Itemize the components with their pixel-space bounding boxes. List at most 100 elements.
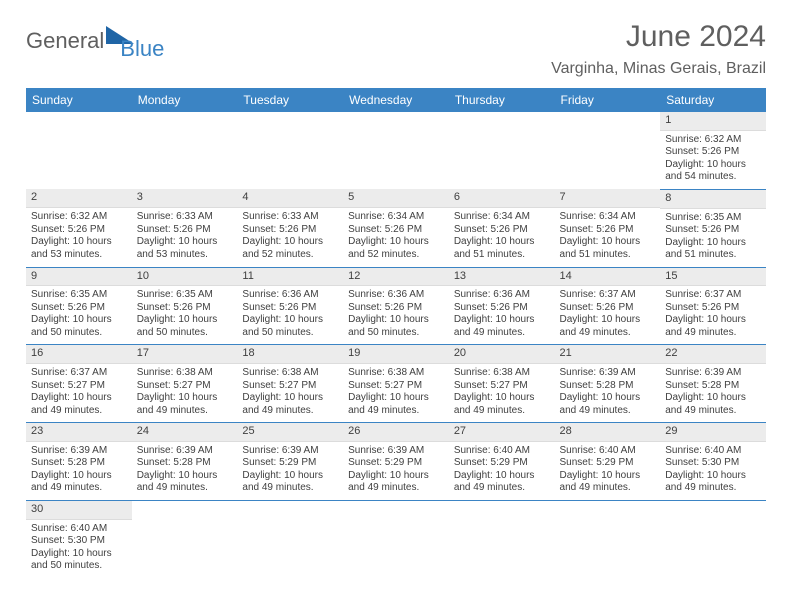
day-details: Sunrise: 6:40 AMSunset: 5:30 PMDaylight:… [660, 442, 766, 500]
calendar-day-cell: 5Sunrise: 6:34 AMSunset: 5:26 PMDaylight… [343, 189, 449, 267]
daylight-line: Daylight: 10 hours and 50 minutes. [137, 314, 233, 339]
calendar-day-cell: 20Sunrise: 6:38 AMSunset: 5:27 PMDayligh… [449, 345, 555, 423]
day-number: 24 [132, 423, 238, 442]
daylight-line: Daylight: 10 hours and 49 minutes. [137, 470, 233, 495]
day-number: 15 [660, 268, 766, 287]
day-number: 29 [660, 423, 766, 442]
daylight-line: Daylight: 10 hours and 50 minutes. [348, 314, 444, 339]
calendar-day-cell: 19 Sunrise: 6:38 AMSunset: 5:27 PMDayligh… [343, 345, 449, 423]
calendar-day-cell [132, 112, 238, 189]
day-details: Sunrise: 6:40 AMSunset: 5:30 PMDaylight:… [26, 520, 132, 578]
sunset-line: Sunset: 5:26 PM [348, 224, 444, 237]
day-number: 2 [26, 189, 132, 208]
sunset-line: Sunset: 5:26 PM [454, 302, 550, 315]
sunset-line: Sunset: 5:27 PM [242, 380, 338, 393]
day-number: 12 [343, 268, 449, 287]
sunrise-line: Sunrise: 6:40 AM [31, 523, 127, 536]
day-details: Sunrise: 6:37 AMSunset: 5:27 PMDaylight:… [26, 364, 132, 422]
calendar-week-row: 16Sunrise: 6:37 AMSunset: 5:27 PMDayligh… [26, 345, 766, 423]
sunrise-line: Sunrise: 6:38 AM [137, 367, 233, 380]
calendar-day-cell: 24Sunrise: 6:39 AMSunset: 5:28 PMDayligh… [132, 423, 238, 501]
day-details: Sunrise: 6:37 AMSunset: 5:26 PMDaylight:… [660, 286, 766, 344]
sunrise-line: Sunrise: 6:37 AM [31, 367, 127, 380]
sunrise-line: Sunrise: 6:38 AM [348, 367, 444, 380]
calendar-day-cell: 14Sunrise: 6:37 AMSunset: 5:26 PMDayligh… [555, 267, 661, 345]
sunrise-line: Sunrise: 6:34 AM [348, 211, 444, 224]
daylight-line: Daylight: 10 hours and 54 minutes. [665, 159, 761, 184]
sunset-line: Sunset: 5:26 PM [242, 224, 338, 237]
calendar-day-cell: 25Sunrise: 6:39 AMSunset: 5:29 PMDayligh… [237, 423, 343, 501]
sunrise-line: Sunrise: 6:36 AM [348, 289, 444, 302]
day-number: 19 [343, 345, 449, 364]
calendar-day-cell: 22Sunrise: 6:39 AMSunset: 5:28 PMDayligh… [660, 345, 766, 423]
day-details: Sunrise: 6:35 AMSunset: 5:26 PMDaylight:… [132, 286, 238, 344]
daylight-line: Daylight: 10 hours and 49 minutes. [665, 314, 761, 339]
day-details: Sunrise: 6:34 AMSunset: 5:26 PMDaylight:… [449, 208, 555, 266]
daylight-line: Daylight: 10 hours and 49 minutes. [348, 470, 444, 495]
day-number: 13 [449, 268, 555, 287]
daylight-line: Daylight: 10 hours and 49 minutes. [665, 470, 761, 495]
day-details: Sunrise: 6:33 AMSunset: 5:26 PMDaylight:… [132, 208, 238, 266]
daylight-line: Daylight: 10 hours and 53 minutes. [31, 236, 127, 261]
calendar-day-cell [237, 112, 343, 189]
sunrise-line: Sunrise: 6:32 AM [665, 134, 761, 147]
weekday-header: Saturday [660, 88, 766, 112]
daylight-line: Daylight: 10 hours and 49 minutes. [348, 392, 444, 417]
day-number: 1 [660, 112, 766, 131]
calendar-week-row: 23Sunrise: 6:39 AMSunset: 5:28 PMDayligh… [26, 423, 766, 501]
calendar-day-cell: 26Sunrise: 6:39 AMSunset: 5:29 PMDayligh… [343, 423, 449, 501]
sunset-line: Sunset: 5:29 PM [454, 457, 550, 470]
daylight-line: Daylight: 10 hours and 52 minutes. [242, 236, 338, 261]
daylight-line: Daylight: 10 hours and 49 minutes. [665, 392, 761, 417]
day-number: 5 [343, 189, 449, 208]
calendar-day-cell: 11Sunrise: 6:36 AMSunset: 5:26 PMDayligh… [237, 267, 343, 345]
logo-text-2: Blue [120, 36, 164, 62]
calendar-day-cell [555, 500, 661, 577]
daylight-line: Daylight: 10 hours and 49 minutes. [454, 314, 550, 339]
sunset-line: Sunset: 5:26 PM [242, 302, 338, 315]
day-number: 9 [26, 268, 132, 287]
sunset-line: Sunset: 5:27 PM [348, 380, 444, 393]
daylight-line: Daylight: 10 hours and 51 minutes. [454, 236, 550, 261]
sunset-line: Sunset: 5:26 PM [454, 224, 550, 237]
sunset-line: Sunset: 5:27 PM [137, 380, 233, 393]
calendar-day-cell: 9Sunrise: 6:35 AMSunset: 5:26 PMDaylight… [26, 267, 132, 345]
day-details: Sunrise: 6:34 AMSunset: 5:26 PMDaylight:… [343, 208, 449, 266]
day-details: Sunrise: 6:38 AMSunset: 5:27 PMDaylight:… [237, 364, 343, 422]
daylight-line: Daylight: 10 hours and 51 minutes. [665, 237, 761, 262]
calendar-day-cell: 30Sunrise: 6:40 AMSunset: 5:30 PMDayligh… [26, 500, 132, 577]
sunrise-line: Sunrise: 6:32 AM [31, 211, 127, 224]
sunset-line: Sunset: 5:30 PM [31, 535, 127, 548]
calendar-day-cell [660, 500, 766, 577]
sunrise-line: Sunrise: 6:39 AM [137, 445, 233, 458]
weekday-header: Tuesday [237, 88, 343, 112]
sunrise-line: Sunrise: 6:36 AM [454, 289, 550, 302]
sunrise-line: Sunrise: 6:38 AM [242, 367, 338, 380]
sunrise-line: Sunrise: 6:40 AM [560, 445, 656, 458]
calendar-day-cell [26, 112, 132, 189]
sunset-line: Sunset: 5:26 PM [137, 224, 233, 237]
sunrise-line: Sunrise: 6:40 AM [454, 445, 550, 458]
daylight-line: Daylight: 10 hours and 49 minutes. [31, 392, 127, 417]
sunset-line: Sunset: 5:29 PM [560, 457, 656, 470]
day-number: 28 [555, 423, 661, 442]
sunrise-line: Sunrise: 6:34 AM [454, 211, 550, 224]
day-details: Sunrise: 6:38 AMSunset: 5:27 PMDaylight:… [449, 364, 555, 422]
weekday-header: Monday [132, 88, 238, 112]
logo: General Blue [26, 28, 164, 54]
weekday-header-row: Sunday Monday Tuesday Wednesday Thursday… [26, 88, 766, 112]
calendar-week-row: 1Sunrise: 6:32 AMSunset: 5:26 PMDaylight… [26, 112, 766, 189]
calendar-day-cell: 1Sunrise: 6:32 AMSunset: 5:26 PMDaylight… [660, 112, 766, 189]
daylight-line: Daylight: 10 hours and 49 minutes. [560, 470, 656, 495]
sunrise-line: Sunrise: 6:35 AM [137, 289, 233, 302]
day-details: Sunrise: 6:40 AMSunset: 5:29 PMDaylight:… [449, 442, 555, 500]
day-details: Sunrise: 6:32 AMSunset: 5:26 PMDaylight:… [660, 131, 766, 189]
sunset-line: Sunset: 5:26 PM [348, 302, 444, 315]
sunrise-line: Sunrise: 6:39 AM [242, 445, 338, 458]
daylight-line: Daylight: 10 hours and 49 minutes. [242, 392, 338, 417]
day-number: 10 [132, 268, 238, 287]
calendar-day-cell [555, 112, 661, 189]
day-details: Sunrise: 6:34 AMSunset: 5:26 PMDaylight:… [555, 208, 661, 266]
sunset-line: Sunset: 5:28 PM [31, 457, 127, 470]
sunrise-line: Sunrise: 6:35 AM [31, 289, 127, 302]
